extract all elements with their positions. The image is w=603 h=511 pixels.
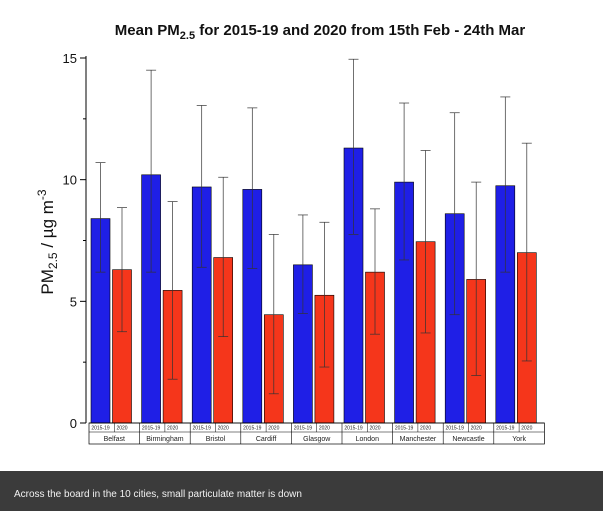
category-label-newcastle: Newcastle [452,436,484,443]
caption-text: Across the board in the 10 cities, small… [14,489,302,500]
y-axis: 0 5 10 15 [63,51,87,431]
x-axis-labels: 2015-19 2020 Belfast 2015-19 2020 Birmingham 2… [88,422,545,445]
y-tick-label: 15 [63,51,77,66]
chart-title-rest: for 2015-19 and 2020 from 15th Feb - 24t… [195,22,525,39]
chart-title: Mean PM2.5 for 2015-19 and 2020 from 15t… [115,22,526,42]
period-label: 2020 [268,426,279,432]
chart-svg: Mean PM2.5 for 2015-19 and 2020 from 15t… [35,22,545,445]
category-label-birmingham: Birmingham [146,436,184,443]
bars-group [90,147,537,424]
y-tick-label: 10 [63,173,77,188]
category-label-bristol: Bristol [206,436,226,443]
chart-title-main: Mean PM [115,22,180,39]
period-label: 2015-19 [243,426,262,432]
y-axis-label-subscript: 2.5 [46,252,60,269]
y-axis-label-unit: / µg m [38,200,57,252]
caption-bar: Across the board in the 10 cities, small… [0,471,603,511]
period-label: 2020 [319,426,330,432]
y-axis-label-main: PM [38,269,57,295]
period-label: 2020 [116,426,127,432]
period-label: 2015-19 [193,426,212,432]
period-label: 2020 [167,426,178,432]
y-tick-label: 0 [70,416,77,431]
category-label-cardiff: Cardiff [256,436,277,443]
y-tick-label: 5 [70,294,77,309]
period-label: 2015-19 [294,426,313,432]
category-label-london: London [356,436,379,443]
period-label: 2015-19 [142,426,161,432]
period-label: 2015-19 [446,426,465,432]
period-label: 2020 [218,426,229,432]
period-label: 2020 [471,426,482,432]
period-label: 2020 [369,426,380,432]
period-label: 2015-19 [91,426,110,432]
chart-figure: Mean PM2.5 for 2015-19 and 2020 from 15t… [35,22,545,445]
error-bars-group [95,58,532,395]
y-axis-label-superscript: -3 [35,189,49,200]
y-axis-label: PM2.5 / µg m-3 [35,189,60,294]
category-label-belfast: Belfast [104,436,125,443]
chart-title-subscript: 2.5 [180,30,195,42]
period-label: 2020 [521,426,532,432]
category-label-manchester: Manchester [400,436,437,443]
period-label: 2020 [420,426,431,432]
period-label: 2015-19 [344,426,363,432]
category-label-york: York [512,436,526,443]
period-label: 2015-19 [496,426,515,432]
category-label-glasgow: Glasgow [303,436,331,443]
period-label: 2015-19 [395,426,414,432]
